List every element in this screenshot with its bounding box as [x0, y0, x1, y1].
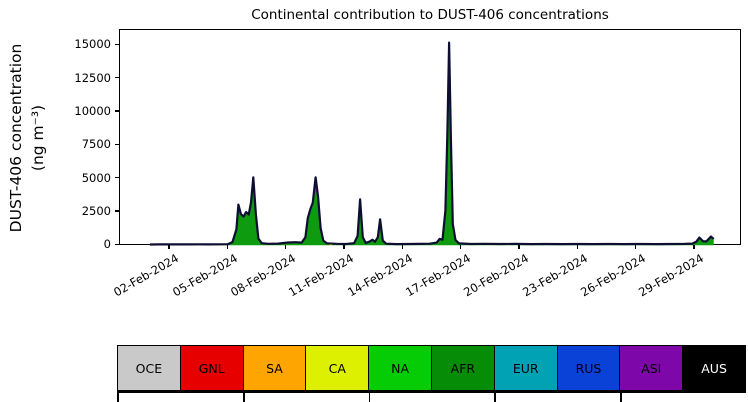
- total-line: [149, 41, 715, 246]
- chart-title: Continental contribution to DUST-406 con…: [251, 7, 609, 23]
- x-tick-label: 08-Feb-2024: [228, 251, 298, 300]
- y-tick-mark: [115, 210, 119, 212]
- y-tick-mark: [115, 77, 119, 79]
- legend-label: CA: [328, 360, 346, 376]
- x-tick-mark: [459, 245, 462, 249]
- y-tick-mark: [115, 243, 119, 246]
- y-tick-label: 0: [103, 237, 111, 252]
- y-tick-label: 5000: [81, 170, 111, 185]
- plot-area: [119, 29, 741, 246]
- y-tick-label: 10000: [74, 103, 111, 118]
- y-tick-label: 12500: [74, 70, 111, 85]
- area-chart-svg: [149, 41, 715, 246]
- legend-cell-oce: OCE: [118, 346, 181, 390]
- legend-cell-aus: AUS: [683, 346, 745, 390]
- legend-cell-na: NA: [369, 346, 432, 390]
- x-tick-label: 14-Feb-2024: [344, 251, 415, 300]
- legend-label: EUR: [512, 360, 539, 376]
- x-tick-mark: [634, 245, 637, 249]
- legend-label: AFR: [450, 360, 476, 376]
- legend-axis-tick: [494, 392, 497, 402]
- y-tick-label: 15000: [74, 37, 111, 52]
- legend-cell-rus: RUS: [557, 346, 621, 390]
- y-tick-mark: [115, 143, 119, 146]
- x-tick-mark: [343, 245, 345, 249]
- y-axis-label: DUST-406 concentration (ng m⁻³): [5, 8, 51, 268]
- legend-label: RUS: [575, 360, 602, 376]
- x-tick-mark: [576, 245, 578, 249]
- y-tick-label: 7500: [81, 137, 111, 152]
- legend-label: GNL: [198, 360, 225, 376]
- legend-label: AUS: [701, 360, 727, 376]
- legend-label: NA: [391, 360, 410, 376]
- x-tick-label: 05-Feb-2024: [169, 251, 240, 300]
- x-tick-label: 11-Feb-2024: [286, 251, 357, 300]
- y-tick-label: 2500: [81, 203, 111, 218]
- legend-axis-tick: [242, 392, 245, 402]
- legend-cell-eur: EUR: [494, 346, 558, 390]
- legend-cell-gnl: GNL: [180, 346, 244, 390]
- legend-axis-tick: [117, 392, 119, 402]
- x-tick-label: 17-Feb-2024: [403, 251, 473, 300]
- x-tick-mark: [401, 245, 403, 249]
- legend-cell-afr: AFR: [431, 346, 495, 390]
- y-axis-label-units: (ng m⁻³): [29, 104, 47, 172]
- y-tick-mark: [115, 110, 119, 112]
- x-tick-label: 20-Feb-2024: [461, 251, 532, 300]
- x-tick-mark: [285, 245, 287, 249]
- x-tick-mark: [518, 245, 520, 249]
- x-tick-mark: [693, 245, 695, 249]
- area-fill: [149, 42, 714, 246]
- y-axis-label-line1: DUST-406 concentration: [7, 43, 25, 233]
- x-tick-mark: [168, 245, 170, 249]
- x-tick-label: 29-Feb-2024: [636, 251, 707, 300]
- legend-label: SA: [266, 360, 283, 376]
- legend-axis-tick: [368, 392, 371, 402]
- legend-label: ASI: [641, 360, 662, 376]
- legend-label: OCE: [135, 360, 163, 376]
- y-tick-mark: [115, 43, 119, 46]
- legend-cell-asi: ASI: [620, 346, 684, 390]
- continent-legend: OCE GNL SA CA NA AFR EUR RUS ASI AUS: [117, 345, 746, 391]
- x-tick-label: 02-Feb-2024: [111, 251, 182, 300]
- legend-cell-sa: SA: [243, 346, 307, 390]
- x-tick-label: 26-Feb-2024: [578, 251, 648, 300]
- x-tick-mark: [226, 245, 228, 249]
- legend-axis-line: [117, 391, 746, 393]
- x-tick-label: 23-Feb-2024: [519, 251, 590, 300]
- y-tick-mark: [115, 177, 119, 179]
- legend-cell-ca: CA: [306, 346, 370, 390]
- legend-axis-tick: [620, 392, 622, 402]
